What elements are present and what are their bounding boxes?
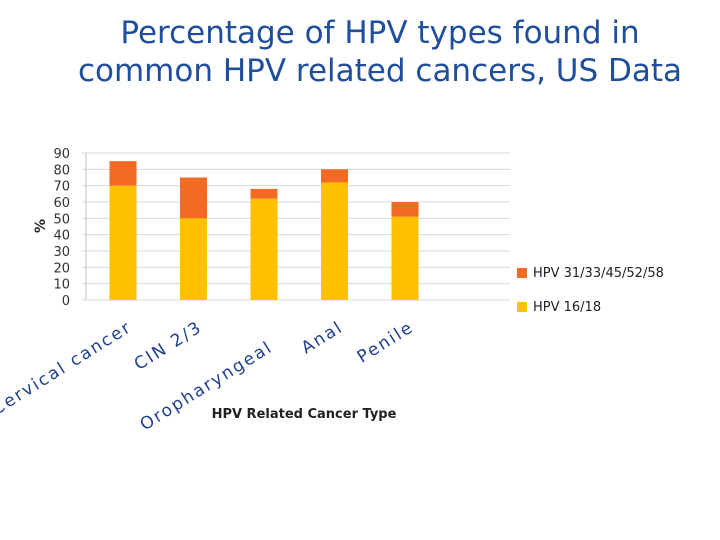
legend-item-hpv-16-18: HPV 16/18 xyxy=(517,290,664,324)
bar-oropharyngeal-hpv-16-18 xyxy=(250,198,278,300)
legend-label-hpv-16-18: HPV 16/18 xyxy=(533,299,602,315)
y-tick-label-80: 80 xyxy=(53,163,70,178)
y-tick-label-60: 60 xyxy=(53,196,70,211)
legend-label-hpv-31-33-45-52-58: HPV 31/33/45/52/58 xyxy=(533,265,664,281)
bar-cervical-cancer-hpv-31-33-45-52-58 xyxy=(109,161,137,186)
bar-anal-hpv-31-33-45-52-58 xyxy=(321,169,348,183)
y-tick-label-30: 30 xyxy=(53,245,70,260)
y-tick-label-40: 40 xyxy=(53,229,70,244)
y-tick-label-10: 10 xyxy=(53,278,70,293)
y-tick-label-50: 50 xyxy=(53,212,70,227)
legend-swatch-hpv-31-33-45-52-58 xyxy=(517,268,527,278)
x-tick-label-penile: Penile xyxy=(354,317,418,367)
x-tick-label-cin-2-3: CIN 2/3 xyxy=(131,317,206,374)
chart-title: Percentage of HPV types found in common … xyxy=(0,14,720,90)
x-tick-label-cervical-cancer: Cervical cancer xyxy=(0,317,136,419)
bar-cin-2-3-hpv-16-18 xyxy=(180,218,207,300)
legend-item-hpv-31-33-45-52-58: HPV 31/33/45/52/58 xyxy=(517,256,664,290)
y-tick-label-90: 90 xyxy=(53,147,70,162)
chart-title-line-2: common HPV related cancers, US Data xyxy=(77,53,683,89)
x-tick-label-anal: Anal xyxy=(298,317,347,358)
bar-anal-hpv-16-18 xyxy=(321,182,348,300)
chart-title-line-1: Percentage of HPV types found in xyxy=(120,15,640,51)
x-axis-label: HPV Related Cancer Type xyxy=(212,407,397,422)
bar-cervical-cancer-hpv-16-18 xyxy=(109,185,137,300)
y-tick-label-0: 0 xyxy=(62,294,70,309)
y-axis-label: % xyxy=(33,219,49,233)
bar-cin-2-3-hpv-31-33-45-52-58 xyxy=(180,177,207,219)
legend-swatch-hpv-16-18 xyxy=(517,302,527,312)
bar-penile-hpv-16-18 xyxy=(391,216,419,300)
y-tick-label-20: 20 xyxy=(53,261,70,276)
bar-penile-hpv-31-33-45-52-58 xyxy=(391,202,419,217)
chart-legend: HPV 31/33/45/52/58 HPV 16/18 xyxy=(517,256,664,324)
bar-oropharyngeal-hpv-31-33-45-52-58 xyxy=(250,188,278,199)
y-tick-label-70: 70 xyxy=(53,180,70,195)
